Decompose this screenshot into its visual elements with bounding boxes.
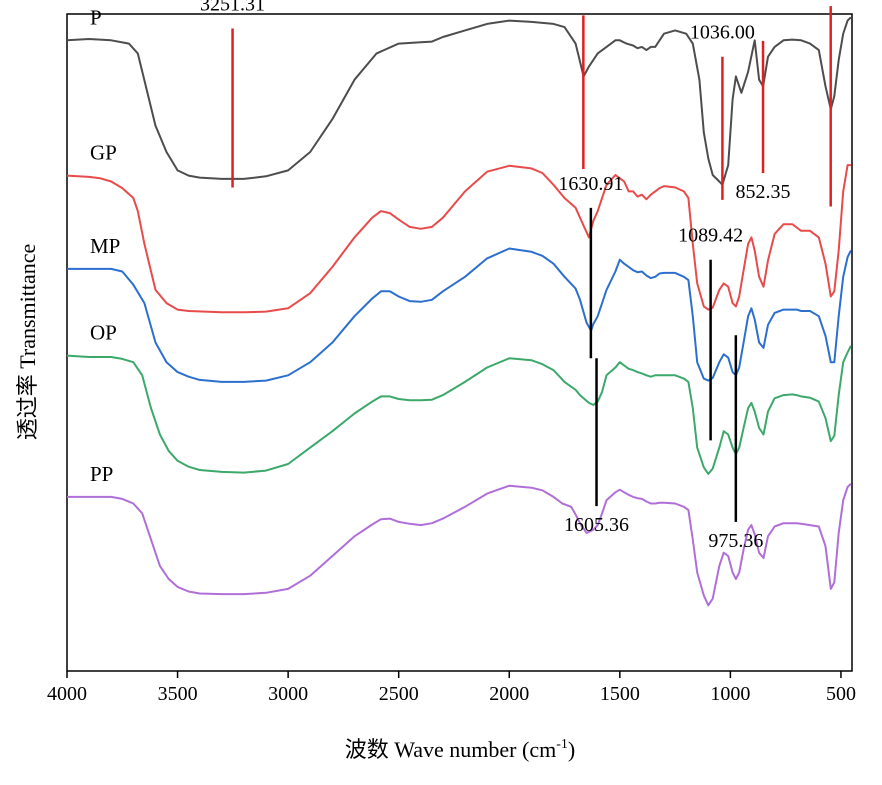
series-label-mp: MP <box>90 234 120 258</box>
x-axis-title: 波数 Wave number (cm-1) <box>345 737 575 762</box>
spectra-group <box>66 16 852 607</box>
x-tick-label-1000: 1000 <box>710 683 750 705</box>
y-axis-title: 透过率 Transmittance <box>15 244 40 441</box>
plot-frame <box>66 13 853 672</box>
x-tick-label-500: 500 <box>826 683 856 705</box>
peak-label-1036.00: 1036.00 <box>690 22 755 44</box>
peak-label-1605.36: 1605.36 <box>564 514 629 536</box>
peak-label-852.35: 852.35 <box>736 181 791 203</box>
x-tick-label-2000: 2000 <box>489 683 529 705</box>
series-p-line <box>66 16 852 186</box>
annotation-labels: P3251.311664.891036.00852.35546.32GP1089… <box>90 0 791 552</box>
peak-label-3251.31: 3251.31 <box>200 0 265 15</box>
series-mp-line <box>67 247 852 383</box>
x-tick-label-1500: 1500 <box>600 683 640 705</box>
series-label-op: OP <box>90 321 117 345</box>
peak-label-1630.91: 1630.91 <box>558 173 623 195</box>
series-label-p: P <box>90 5 102 29</box>
series-gp-line <box>66 164 851 314</box>
series-pp-line <box>67 483 852 607</box>
series-label-pp: PP <box>90 462 113 486</box>
peak-label-975.36: 975.36 <box>708 530 763 552</box>
x-tick-label-2500: 2500 <box>379 683 419 705</box>
peak-label-1664.89: 1664.89 <box>551 0 616 2</box>
x-axis-ticks: 4000 3500 3000 2500 2000 1500 1000 500 <box>47 671 856 705</box>
x-tick-label-4000: 4000 <box>47 683 87 705</box>
peak-markers-group <box>231 6 832 522</box>
x-tick-label-3000: 3000 <box>268 683 308 705</box>
peak-label-1089.42: 1089.42 <box>678 225 743 247</box>
x-tick-label-3500: 3500 <box>158 683 198 705</box>
series-label-gp: GP <box>90 141 117 165</box>
series-op-line <box>66 345 852 475</box>
